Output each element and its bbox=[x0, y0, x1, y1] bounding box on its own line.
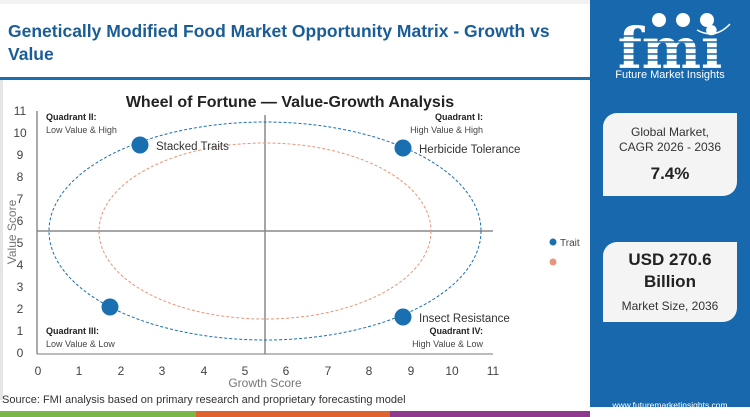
svg-text:8: 8 bbox=[366, 364, 373, 378]
svg-text:11: 11 bbox=[14, 104, 27, 118]
svg-text:4: 4 bbox=[17, 258, 24, 272]
legend-marker-secondary bbox=[549, 258, 557, 266]
market-size-label: Market Size, 2036 bbox=[621, 299, 719, 313]
svg-text:10: 10 bbox=[445, 364, 459, 378]
svg-text:3: 3 bbox=[159, 364, 166, 378]
data-point-herbicide-tolerance[interactable]: Herbicide Tolerance bbox=[394, 139, 521, 157]
svg-text:2: 2 bbox=[118, 364, 125, 378]
svg-text:8: 8 bbox=[17, 170, 24, 184]
svg-text:9: 9 bbox=[408, 364, 415, 378]
svg-text:9: 9 bbox=[17, 148, 24, 162]
svg-text:1: 1 bbox=[76, 364, 83, 378]
logo-subtitle: Future Market Insights bbox=[615, 69, 725, 81]
footer-bar-purple bbox=[390, 411, 590, 417]
svg-text:1: 1 bbox=[17, 324, 24, 338]
market-size-card: USD 270.6 Billion Market Size, 2036 bbox=[603, 242, 737, 322]
chart-legend: Trait bbox=[549, 238, 580, 266]
globe-africa-icon bbox=[676, 13, 690, 27]
svg-text:2: 2 bbox=[17, 302, 24, 316]
quadrant-iii-title: Quadrant III: bbox=[46, 326, 99, 336]
svg-text:6: 6 bbox=[17, 214, 24, 228]
svg-text:10: 10 bbox=[13, 126, 27, 140]
top-strip bbox=[0, 0, 750, 4]
legend-marker-trait bbox=[549, 238, 557, 246]
cagr-card: Global Market, CAGR 2026 - 2036 7.4% bbox=[603, 113, 737, 196]
svg-text:Herbicide Tolerance: Herbicide Tolerance bbox=[419, 144, 520, 156]
svg-text:6: 6 bbox=[283, 364, 290, 378]
x-tick-labels: 0 1 2 3 4 5 6 7 8 9 10 11 bbox=[35, 364, 500, 378]
market-size-value-line2: Billion bbox=[644, 272, 696, 291]
quadrant-ii-title: Quadrant II: bbox=[46, 112, 97, 122]
globe-asia-icon bbox=[700, 13, 714, 27]
page-title: Genetically Modified Food Market Opportu… bbox=[8, 21, 550, 64]
cagr-label-line2: CAGR 2026 - 2036 bbox=[618, 140, 722, 154]
footer-bar-green bbox=[0, 411, 196, 417]
fmi-logo: fmi bbox=[605, 13, 735, 78]
data-point-stacked-traits[interactable]: Stacked Traits bbox=[131, 136, 230, 154]
y-axis-label: Value Score bbox=[5, 199, 19, 264]
svg-text:0: 0 bbox=[17, 346, 24, 360]
y-tick-labels: 0 1 2 3 4 5 6 7 8 9 10 11 bbox=[13, 104, 27, 360]
left-edge-border bbox=[0, 80, 3, 400]
svg-text:11: 11 bbox=[487, 364, 500, 378]
svg-text:3: 3 bbox=[17, 280, 24, 294]
quadrant-ii-subtitle: Low Value & High bbox=[46, 125, 117, 135]
quadrant-i-title: Quadrant I: bbox=[435, 112, 483, 122]
source-note: Source: FMI analysis based on primary re… bbox=[2, 394, 406, 406]
svg-text:7: 7 bbox=[325, 364, 332, 378]
chart-title: Wheel of Fortune — Value-Growth Analysis bbox=[126, 94, 454, 111]
website-link[interactable]: www.futuremarketinsights.com bbox=[612, 400, 728, 410]
cagr-value: 7.4% bbox=[650, 164, 690, 183]
svg-text:Stacked Traits: Stacked Traits bbox=[156, 141, 229, 153]
legend-label-trait: Trait bbox=[560, 238, 580, 249]
quadrant-i-subtitle: High Value & High bbox=[410, 125, 483, 135]
inner-ellipse bbox=[98, 142, 432, 320]
quadrant-iv-title: Quadrant IV: bbox=[429, 326, 483, 336]
sidebar-panel: fmi Future Market Insights Global Market… bbox=[590, 0, 750, 410]
svg-text:0: 0 bbox=[35, 364, 42, 378]
opportunity-matrix-chart: Wheel of Fortune — Value-Growth Analysis… bbox=[5, 94, 580, 390]
svg-text:4: 4 bbox=[201, 364, 208, 378]
quadrant-iv-subtitle: High Value & Low bbox=[412, 339, 483, 349]
market-size-value-line1: USD 270.6 bbox=[628, 250, 712, 269]
footer-bar-orange bbox=[196, 411, 390, 417]
outer-ellipse bbox=[48, 121, 482, 341]
cagr-label-line1: Global Market, bbox=[630, 125, 710, 139]
title-divider bbox=[0, 77, 600, 80]
x-axis-label: Growth Score bbox=[228, 376, 302, 390]
svg-text:5: 5 bbox=[242, 364, 249, 378]
data-point-unlabeled[interactable] bbox=[101, 298, 119, 316]
globe-americas-icon bbox=[652, 13, 666, 27]
svg-text:5: 5 bbox=[17, 236, 24, 250]
svg-text:7: 7 bbox=[17, 192, 24, 206]
quadrant-iii-subtitle: Low Value & Low bbox=[46, 339, 115, 349]
svg-text:Insect Resistance: Insect Resistance bbox=[419, 313, 510, 325]
data-point-insect-resistance[interactable]: Insect Resistance bbox=[394, 308, 510, 326]
